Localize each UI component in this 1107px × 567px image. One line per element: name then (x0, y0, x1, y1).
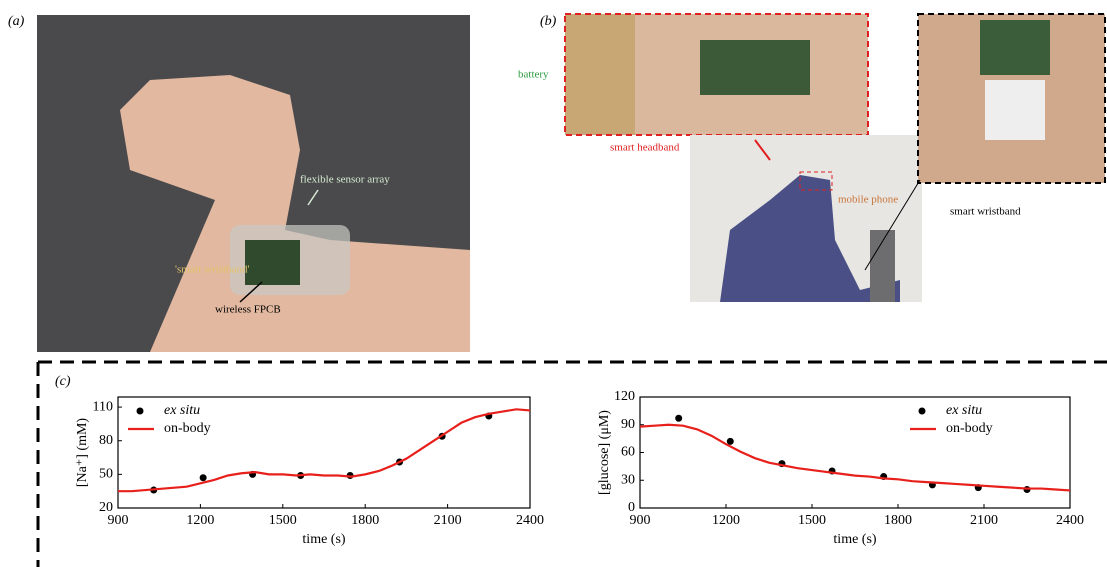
x-tick-label: 900 (630, 513, 651, 528)
y-tick-label: 0 (628, 500, 635, 515)
photo-cyclist (690, 135, 922, 302)
photo-label: mobile phone (838, 194, 898, 206)
photo-label: wireless FPCB (215, 304, 281, 316)
legend-label: ex situ (946, 403, 982, 418)
panel-label: (b) (540, 14, 557, 29)
x-tick-label: 2400 (1056, 513, 1084, 528)
x-tick-label: 1800 (351, 513, 379, 528)
panel-label: (c) (55, 374, 71, 389)
photo-label: smart wristband (950, 206, 1021, 218)
photo-label: 'smart wristband' (175, 264, 250, 276)
y-tick-label: 90 (621, 417, 635, 432)
legend-marker (137, 408, 144, 415)
data-point (727, 438, 734, 445)
y-tick-label: 80 (99, 433, 113, 448)
legend-label: ex situ (164, 403, 200, 418)
x-tick-label: 2100 (434, 513, 462, 528)
x-tick-label: 1200 (712, 513, 740, 528)
legend-label: on-body (164, 421, 211, 436)
photo-headband (565, 14, 868, 135)
y-tick-label: 110 (93, 399, 113, 414)
x-tick-label: 1500 (269, 513, 297, 528)
photo-wristband-closeup (918, 14, 1105, 183)
figure: (a) flexible sensor array 'smart wristba… (0, 0, 1107, 567)
x-axis-label: time (s) (833, 532, 876, 547)
y-tick-label: 20 (99, 500, 113, 515)
data-point (675, 415, 682, 422)
y-tick-label: 30 (621, 472, 635, 487)
y-axis-label: [Na⁺] (mM) (75, 418, 90, 488)
data-line (640, 425, 1070, 491)
plot-frame (640, 397, 1070, 508)
panel-label: (a) (8, 14, 25, 29)
y-tick-label: 60 (621, 445, 635, 460)
data-point (200, 474, 207, 481)
photo-wristband (37, 15, 470, 352)
panel-border (38, 362, 1107, 567)
x-tick-label: 2400 (516, 513, 544, 528)
y-tick-label: 120 (614, 389, 635, 404)
x-tick-label: 1200 (186, 513, 214, 528)
x-axis-label: time (s) (302, 532, 345, 547)
x-tick-label: 2100 (970, 513, 998, 528)
y-tick-label: 50 (99, 467, 113, 482)
x-tick-label: 1800 (884, 513, 912, 528)
photo-label: flexible sensor array (300, 174, 390, 186)
photo-label: battery (518, 69, 549, 81)
photo-label: smart headband (610, 142, 680, 154)
y-axis-label: [glucose] (μM) (597, 410, 612, 495)
x-tick-label: 1500 (798, 513, 826, 528)
legend-marker (919, 408, 926, 415)
legend-label: on-body (946, 421, 993, 436)
x-tick-label: 900 (108, 513, 129, 528)
